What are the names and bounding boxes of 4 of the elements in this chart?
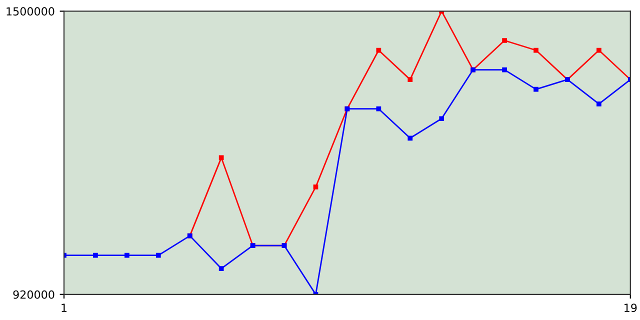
y-tick-label: 1500000: [6, 7, 54, 16]
x-tick-label: 1: [62, 304, 67, 312]
x-tick-label: 19: [624, 304, 637, 312]
y-tick-label: 920000: [13, 290, 54, 299]
